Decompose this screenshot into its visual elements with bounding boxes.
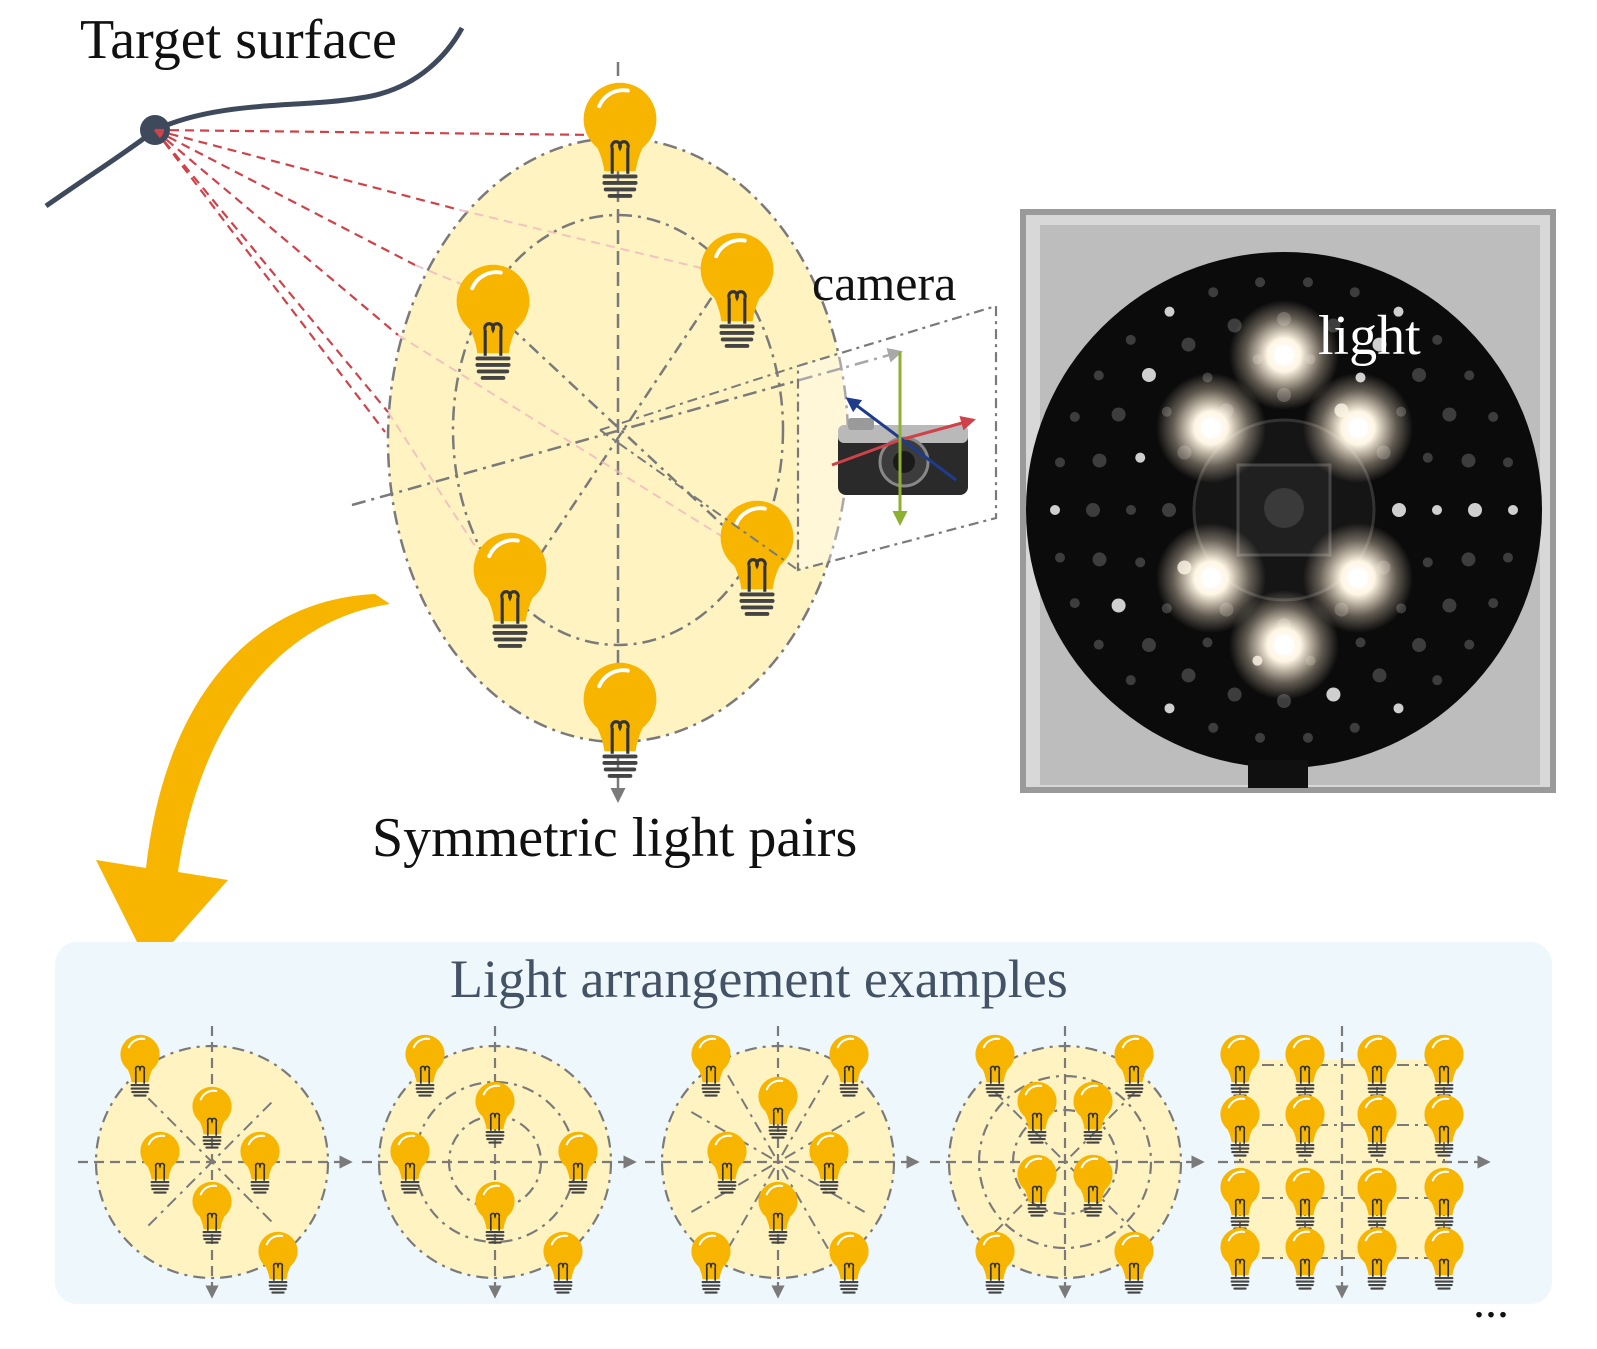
panel-hole	[1461, 453, 1476, 468]
panel-hole	[1464, 370, 1475, 381]
target-surface-curve	[44, 26, 465, 209]
camera-group	[599, 304, 998, 572]
panel-hole	[1302, 732, 1313, 743]
panel-hole	[1502, 457, 1513, 468]
panel-hole	[1069, 598, 1080, 609]
panel-hole	[1468, 503, 1482, 517]
panel-hole	[1125, 334, 1136, 345]
panel-hole	[1093, 639, 1104, 650]
led-core	[1348, 418, 1368, 438]
panel-hole	[1432, 334, 1443, 345]
panel-hole	[1255, 732, 1266, 743]
led-core	[1201, 418, 1221, 438]
panel-hole	[1093, 370, 1104, 381]
panel-hole	[1208, 722, 1219, 733]
led-core	[1274, 345, 1294, 365]
led-core	[1348, 568, 1368, 588]
panel-hole	[1202, 637, 1213, 648]
target-surface-label: Target surface	[80, 9, 397, 71]
panel-hole	[1164, 703, 1175, 714]
panel-hole	[1302, 277, 1313, 288]
guide-ring	[977, 1074, 1153, 1250]
symmetric-pairs-label: Symmetric light pairs	[372, 807, 858, 869]
led-core	[1201, 568, 1221, 588]
panel-hole	[1412, 367, 1427, 382]
panel-hole	[1432, 675, 1443, 686]
panel-hole	[1464, 639, 1475, 650]
panel-hole	[1488, 411, 1499, 422]
panel-hole	[1422, 452, 1433, 463]
panel-hole	[1488, 598, 1499, 609]
arrangement-examples	[78, 1026, 1491, 1299]
diagonal-guide-2	[508, 269, 732, 601]
light-label: light	[1318, 305, 1421, 367]
panel-hole	[1432, 505, 1442, 515]
panel-hole	[1372, 337, 1387, 352]
panel-hole	[1392, 503, 1406, 517]
panel-hole	[1092, 453, 1107, 468]
panel-hole	[1125, 675, 1136, 686]
panel-hole	[1412, 638, 1427, 653]
camera-label: camera	[812, 255, 957, 311]
panel-hole	[1355, 637, 1366, 648]
panel-hole	[1442, 598, 1457, 613]
panel-hole	[1135, 452, 1146, 463]
horizontal-axis	[351, 348, 903, 507]
panel-hole	[1422, 557, 1433, 568]
panel-hole	[1141, 367, 1156, 382]
panel-hole	[1349, 287, 1360, 298]
panel-hole	[1126, 505, 1136, 515]
panel-hole	[1111, 598, 1126, 613]
panel-hole	[1181, 668, 1196, 683]
panel-hole	[1393, 306, 1404, 317]
panel-hole	[1393, 703, 1404, 714]
led-core	[1274, 635, 1294, 655]
panel-hole	[1069, 411, 1080, 422]
panel-hole	[1372, 668, 1387, 683]
panel-hole	[1208, 287, 1219, 298]
panel-hole	[1055, 457, 1066, 468]
panel-hole	[1092, 552, 1107, 567]
panel-hole	[1349, 722, 1360, 733]
panel-hole	[1508, 505, 1518, 515]
panel-hole	[1050, 505, 1060, 515]
panel-hole	[1141, 638, 1156, 653]
panel-hole	[1442, 407, 1457, 422]
panel-hole	[1326, 687, 1341, 702]
panel-hole	[1135, 557, 1146, 568]
panel-hole	[1181, 337, 1196, 352]
curved-arrow-icon	[96, 594, 390, 968]
arrangement-title: Light arrangement examples	[450, 949, 1068, 1009]
light-rays	[154, 128, 601, 433]
inner-guide-ring	[451, 213, 785, 647]
ellipsis-label: ...	[1473, 1275, 1509, 1328]
panel-hole	[1162, 503, 1176, 517]
panel-hole	[1461, 552, 1476, 567]
panel-hole	[1502, 552, 1513, 563]
panel-hole	[1086, 503, 1100, 517]
panel-hole	[1111, 407, 1126, 422]
panel-hole	[1164, 306, 1175, 317]
light-rig-photo	[1020, 209, 1556, 793]
panel-hole	[1227, 687, 1242, 702]
diagonal-guide-1	[489, 307, 761, 561]
panel-hole	[1055, 552, 1066, 563]
panel-hole	[1255, 277, 1266, 288]
